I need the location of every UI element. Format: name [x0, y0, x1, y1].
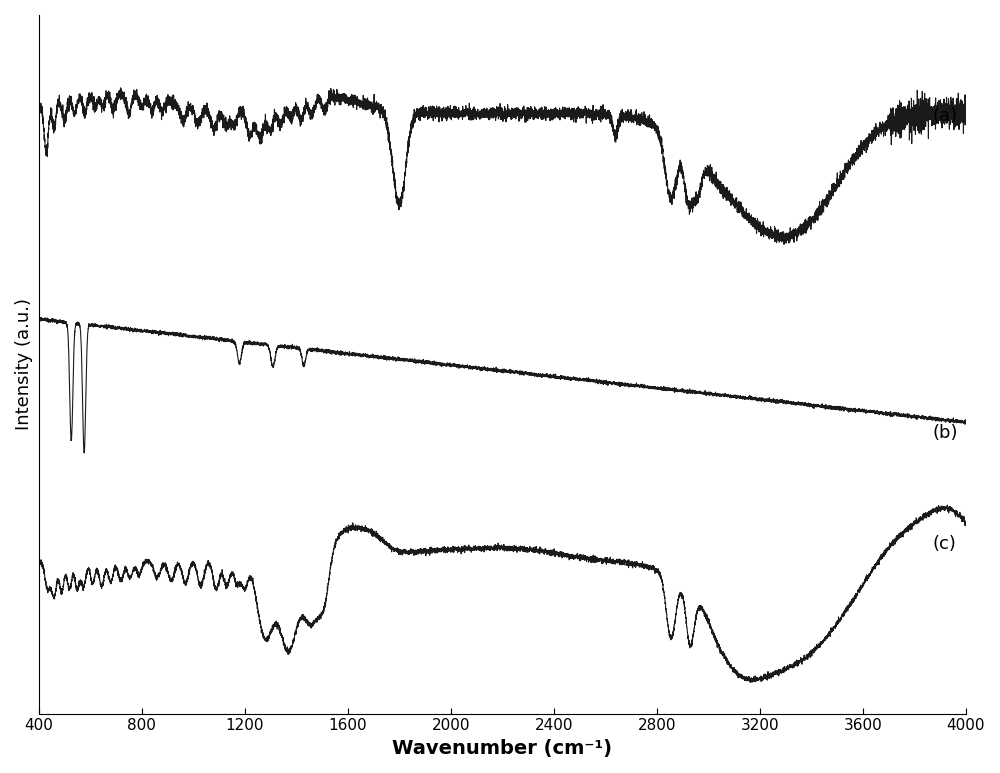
Text: (b): (b) — [932, 424, 958, 441]
X-axis label: Wavenumber (cm⁻¹): Wavenumber (cm⁻¹) — [392, 739, 612, 758]
Y-axis label: Intensity (a.u.): Intensity (a.u.) — [15, 298, 33, 431]
Text: (c): (c) — [932, 535, 956, 553]
Text: (a): (a) — [932, 107, 957, 125]
